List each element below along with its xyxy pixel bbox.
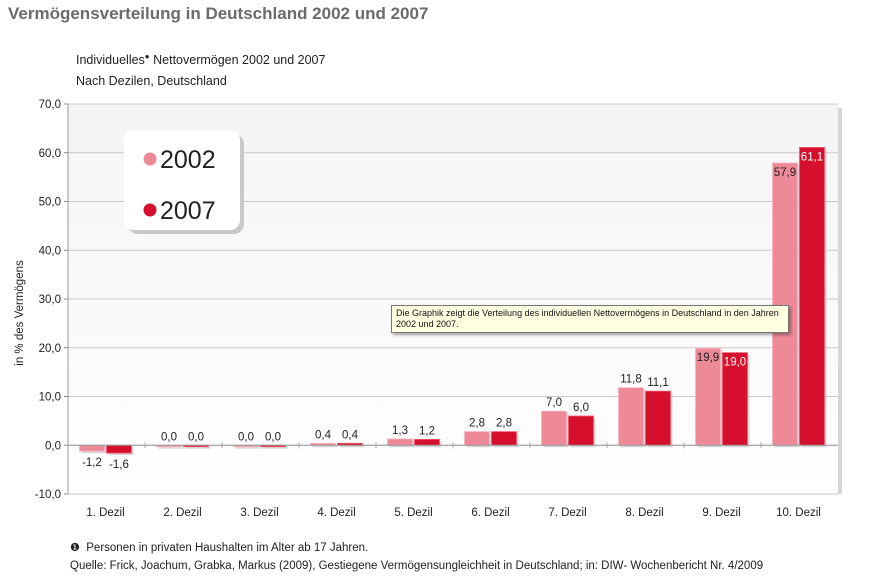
data-label: 6,0 bbox=[573, 402, 589, 414]
data-label: 11,1 bbox=[647, 377, 669, 389]
data-label: 0,0 bbox=[238, 431, 254, 443]
data-label: 0,4 bbox=[342, 429, 359, 441]
x-tick-label: 10. Dezil bbox=[776, 507, 821, 519]
x-tick-label: 4. Dezil bbox=[317, 507, 355, 519]
x-tick-label: 9. Dezil bbox=[702, 507, 740, 519]
y-tick-label: 60,0 bbox=[39, 148, 61, 160]
bar-shadow bbox=[235, 447, 261, 449]
footnote-marker: ● bbox=[144, 52, 150, 61]
data-label: 57,9 bbox=[774, 167, 796, 179]
bar-2002 bbox=[464, 431, 490, 446]
data-label: 0,0 bbox=[161, 431, 177, 443]
bar-2007 bbox=[491, 431, 517, 446]
data-label: -1,6 bbox=[109, 459, 129, 471]
bar-shadow bbox=[158, 447, 184, 449]
bar-shadow bbox=[339, 445, 365, 448]
bar-shadow bbox=[312, 445, 338, 448]
bar-2002 bbox=[79, 444, 105, 452]
bar-2007 bbox=[722, 352, 748, 446]
data-label: 1,2 bbox=[419, 425, 435, 437]
bar-2007 bbox=[799, 146, 825, 446]
bar-2002 bbox=[387, 438, 413, 446]
subtitle-main: Individuelles bbox=[76, 53, 145, 68]
data-label: 61,1 bbox=[801, 151, 823, 163]
chart-subtitle-2: Nach Dezilen, Deutschland bbox=[76, 74, 227, 88]
data-label: 2,8 bbox=[469, 418, 485, 430]
x-tick-label: 1. Dezil bbox=[86, 507, 124, 519]
x-tick-label: 6. Dezil bbox=[471, 507, 509, 519]
chart-tooltip: Die Graphik zeigt die Verteilung des ind… bbox=[391, 305, 789, 333]
x-tick-label: 3. Dezil bbox=[240, 507, 278, 519]
y-tick-label: 10,0 bbox=[39, 392, 61, 404]
data-label: 0,0 bbox=[265, 431, 281, 443]
source-note: Quelle: Frick, Joachum, Grabka, Markus (… bbox=[70, 560, 764, 572]
bar-shadow bbox=[185, 447, 211, 449]
data-label: 7,0 bbox=[546, 397, 562, 409]
bar-2002 bbox=[695, 347, 721, 446]
legend-marker-2002 bbox=[143, 152, 157, 166]
bar-2007 bbox=[645, 390, 671, 446]
data-label: 19,9 bbox=[697, 352, 719, 364]
bar-2002 bbox=[541, 410, 567, 446]
y-tick-label: 30,0 bbox=[39, 294, 61, 306]
data-label: 11,8 bbox=[620, 374, 642, 386]
page-title: Vermögensverteilung in Deutschland 2002 … bbox=[8, 4, 429, 23]
bar-shadow bbox=[262, 447, 288, 449]
data-label: 0,4 bbox=[315, 429, 332, 441]
x-tick-label: 7. Dezil bbox=[548, 507, 586, 519]
data-label: 0,0 bbox=[188, 431, 204, 443]
y-axis-label: in % des Vermögens bbox=[14, 260, 26, 366]
data-label: -1,2 bbox=[82, 457, 102, 469]
plot-shadow bbox=[838, 108, 842, 494]
footnote: ❶ Personen in privaten Haushalten im Alt… bbox=[70, 541, 368, 554]
subtitle-rest: Nettovermögen 2002 und 2007 bbox=[149, 53, 326, 68]
legend-marker-2007 bbox=[143, 203, 157, 217]
y-tick-label: -10,0 bbox=[35, 489, 61, 501]
legend-label: 2007 bbox=[160, 197, 216, 225]
y-tick-label: 0,0 bbox=[45, 440, 61, 452]
bar-2007 bbox=[568, 415, 594, 446]
x-tick-label: 2. Dezil bbox=[163, 507, 201, 519]
bar-2002 bbox=[618, 387, 644, 446]
bar-2007 bbox=[106, 444, 132, 454]
bar-2002 bbox=[772, 162, 798, 446]
footnote-bullet-icon: ❶ bbox=[70, 542, 80, 554]
y-tick-label: 40,0 bbox=[39, 245, 61, 257]
y-tick-label: 20,0 bbox=[39, 343, 61, 355]
y-tick-label: 50,0 bbox=[39, 197, 61, 209]
data-label: 1,3 bbox=[392, 425, 408, 437]
x-tick-label: 5. Dezil bbox=[394, 507, 432, 519]
data-label: 19,0 bbox=[724, 357, 746, 369]
x-tick-label: 8. Dezil bbox=[625, 507, 663, 519]
y-tick-label: 70,0 bbox=[39, 99, 61, 111]
footnote-text: Personen in privaten Haushalten im Alter… bbox=[86, 542, 369, 554]
data-label: 2,8 bbox=[496, 418, 512, 430]
bar-2007 bbox=[414, 438, 440, 446]
legend-label: 2002 bbox=[160, 146, 216, 174]
chart-subtitle: Individuelles● Nettovermögen 2002 und 20… bbox=[76, 52, 325, 67]
